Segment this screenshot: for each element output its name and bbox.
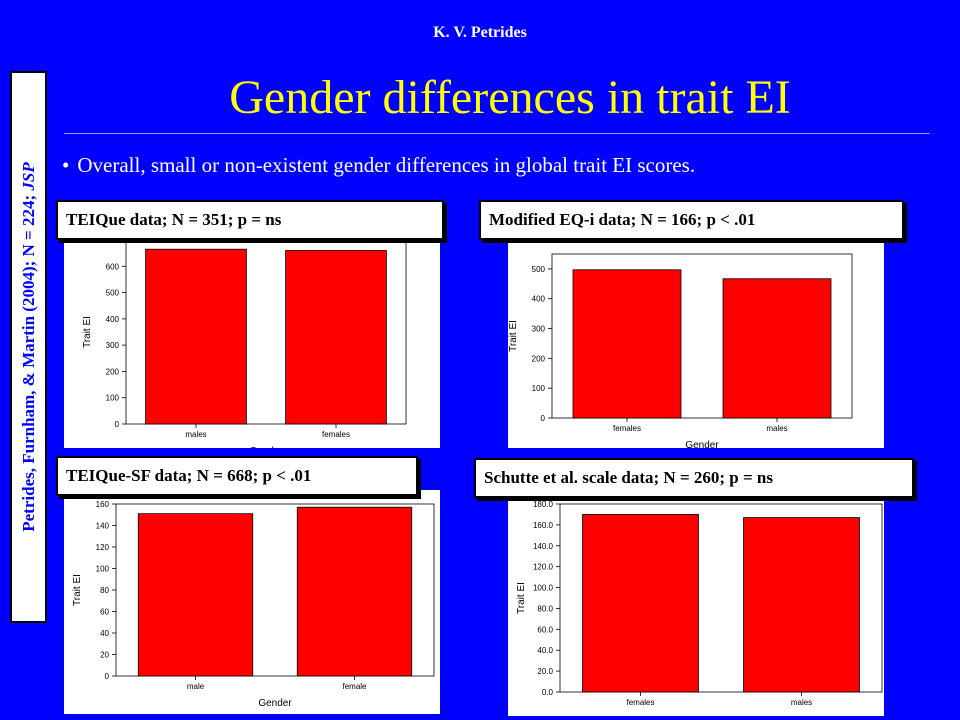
bar-females xyxy=(572,269,682,419)
y-tick-label: 0.0 xyxy=(542,688,554,697)
y-tick-label: 0 xyxy=(105,672,110,681)
y-tick-label: 20.0 xyxy=(537,667,553,676)
chart-svg-4: 0.0 20.0 40.0 60.0 80.0 100.0 120.0 140.0 160.0 1… xyxy=(516,500,883,707)
chart-label-eqi: Modified EQ-i data; N = 166; p < .01 xyxy=(479,200,904,240)
citation-journal: JSP xyxy=(18,162,38,191)
x-tick-label: males xyxy=(185,430,206,439)
x-axis-title: Gender xyxy=(685,440,719,448)
bar-males xyxy=(145,248,247,425)
bar-females xyxy=(285,250,387,425)
plot-frame xyxy=(125,239,407,425)
x-axis-title: Gender xyxy=(249,446,283,448)
chart-svg-2: 0 100 200 300 400 500 females males Gender Trait … xyxy=(508,253,853,448)
y-axis-title: Trait EI xyxy=(82,316,93,348)
y-tick-label: 160 xyxy=(96,500,110,509)
y-tick-label: 200 xyxy=(106,367,120,376)
chart-label-schutte: Schutte et al. scale data; N = 260; p = … xyxy=(474,458,914,498)
y-tick-label: 500 xyxy=(106,289,120,298)
y-tick-label: 100 xyxy=(106,394,120,403)
y-tick-label: 60 xyxy=(100,608,109,617)
x-tick-label: males xyxy=(791,698,812,707)
chart-svg-3: 0 20 40 60 80 100 120 140 160 male female Gender Tra… xyxy=(72,500,435,709)
chart-teique: 0 100 200 300 400 500 600 males females Gender Tra… xyxy=(64,228,440,448)
chart-label-teique-sf: TEIQue-SF data; N = 668; p < .01 xyxy=(56,456,418,496)
y-tick-label: 500 xyxy=(532,265,546,274)
x-axis-title: Gender xyxy=(258,698,292,709)
author-name: K. V. Petrides xyxy=(433,24,527,41)
bar-males xyxy=(722,278,832,419)
bar-females xyxy=(582,514,699,693)
y-tick-label: 140 xyxy=(96,522,110,531)
bullet-icon: • xyxy=(62,153,70,177)
y-tick-label: 40 xyxy=(100,629,109,638)
y-tick-label: 200 xyxy=(532,354,546,363)
bullet-text: Overall, small or non-existent gender di… xyxy=(77,153,696,177)
y-tick-label: 400 xyxy=(106,315,120,324)
x-tick-label: males xyxy=(766,424,787,433)
chart-eqi: 0 100 200 300 400 500 females males Gender Trait … xyxy=(508,228,884,448)
chart-teique-sf: 0 20 40 60 80 100 120 140 160 male female Gender Tra… xyxy=(64,490,440,714)
y-tick-label: 300 xyxy=(532,325,546,334)
citation-box: Petrides, Furnham, & Martin (2004); N = … xyxy=(10,71,47,623)
chart-svg-1: 0 100 200 300 400 500 600 males females Gender Tra… xyxy=(82,239,407,448)
y-tick-label: 180.0 xyxy=(533,500,554,509)
y-tick-label: 60.0 xyxy=(537,625,553,634)
y-tick-label: 160.0 xyxy=(533,521,554,530)
y-tick-label: 600 xyxy=(106,262,120,271)
y-tick-label: 80 xyxy=(100,586,109,595)
y-tick-label: 140.0 xyxy=(533,542,554,551)
x-tick-label: females xyxy=(613,424,641,433)
y-axis-title: Trait EI xyxy=(72,574,83,606)
y-tick-label: 300 xyxy=(106,341,120,350)
y-tick-label: 40.0 xyxy=(537,646,553,655)
y-axis-title: Trait EI xyxy=(516,582,527,614)
slide-title: Gender differences in trait EI xyxy=(229,71,791,124)
plot-frame xyxy=(559,503,883,693)
x-tick-label: females xyxy=(322,430,350,439)
bar-female xyxy=(296,506,413,677)
y-axis-title: Trait EI xyxy=(508,320,519,352)
y-tick-label: 400 xyxy=(532,295,546,304)
title-divider xyxy=(64,133,930,134)
y-tick-label: 0 xyxy=(115,420,120,429)
y-tick-label: 100.0 xyxy=(533,584,554,593)
y-tick-label: 80.0 xyxy=(537,604,553,613)
y-tick-label: 20 xyxy=(100,651,109,660)
x-tick-label: male xyxy=(187,682,205,691)
y-tick-label: 120 xyxy=(96,543,110,552)
plot-frame xyxy=(551,253,853,419)
y-tick-label: 0 xyxy=(541,414,546,423)
y-tick-label: 100 xyxy=(96,565,110,574)
citation-authors: Petrides, Furnham, & Martin (2004); N = … xyxy=(18,190,38,532)
bar-male xyxy=(137,513,254,677)
bullet-point: • Overall, small or non-existent gender d… xyxy=(62,150,695,180)
chart-label-teique: TEIQue data; N = 351; p = ns xyxy=(56,200,444,240)
citation-text: Petrides, Furnham, & Martin (2004); N = … xyxy=(19,162,39,531)
x-tick-label: females xyxy=(626,698,654,707)
y-tick-label: 120.0 xyxy=(533,563,554,572)
chart-schutte: 0.0 20.0 40.0 60.0 80.0 100.0 120.0 140.0 160.0 1… xyxy=(508,494,884,716)
x-tick-label: female xyxy=(342,682,367,691)
bar-males xyxy=(743,517,860,693)
y-tick-label: 100 xyxy=(532,384,546,393)
